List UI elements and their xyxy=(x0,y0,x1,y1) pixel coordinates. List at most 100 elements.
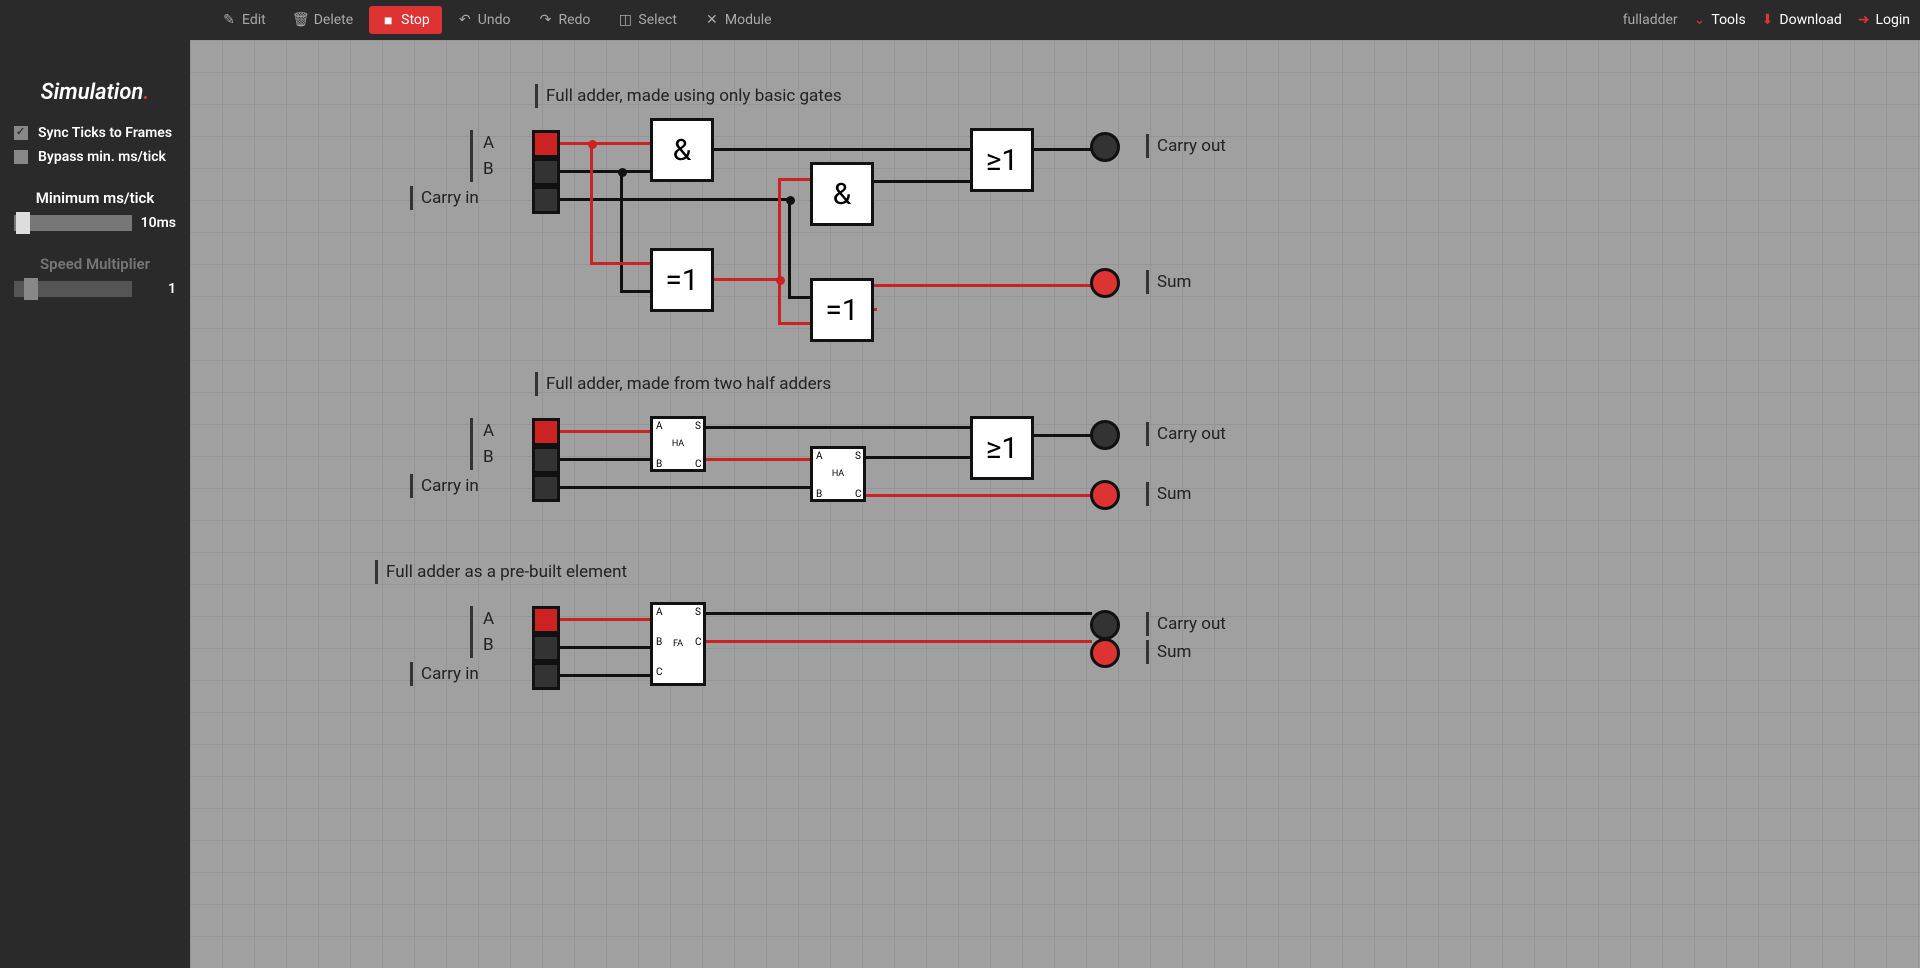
section-title: Full adder, made from two half adders xyxy=(535,372,831,396)
sync-checkbox[interactable] xyxy=(14,126,28,140)
output-lamp xyxy=(1090,480,1120,510)
input-switch[interactable] xyxy=(532,158,560,186)
wire-node xyxy=(618,168,627,177)
output-lamp xyxy=(1090,610,1120,640)
wire xyxy=(560,674,650,677)
redo-icon: ↷ xyxy=(538,13,552,27)
project-name: fulladder xyxy=(1623,12,1678,28)
module-block[interactable]: FAABCSC xyxy=(650,602,706,686)
wire xyxy=(778,178,781,324)
wire xyxy=(560,646,650,649)
wire-node xyxy=(588,140,597,149)
wire xyxy=(560,170,650,173)
input-switch[interactable] xyxy=(532,186,560,214)
wire xyxy=(874,284,1092,287)
output-label: Sum xyxy=(1146,482,1191,506)
wire xyxy=(714,148,970,151)
wire xyxy=(560,618,650,621)
wire xyxy=(560,486,810,489)
tools-menu[interactable]: ⌄Tools xyxy=(1694,12,1746,28)
wire xyxy=(706,612,1092,615)
output-label: Sum xyxy=(1146,270,1191,294)
wire xyxy=(706,640,1092,643)
input-switch[interactable] xyxy=(532,474,560,502)
bypass-label: Bypass min. ms/tick xyxy=(38,149,166,165)
login-button[interactable]: ➜Login xyxy=(1858,12,1910,28)
slider-thumb[interactable] xyxy=(24,278,38,300)
circuit-canvas[interactable]: Full adder, made using only basic gates A… xyxy=(190,40,1920,968)
wire xyxy=(866,494,1092,497)
carry-in-label: Carry in xyxy=(410,474,479,498)
min-tick-label: Minimum ms/tick xyxy=(14,189,176,207)
wire xyxy=(714,278,780,281)
wire xyxy=(874,180,970,183)
redo-button[interactable]: ↷Redo xyxy=(526,6,602,34)
output-lamp xyxy=(1090,268,1120,298)
input-switch[interactable] xyxy=(532,634,560,662)
wire xyxy=(874,308,877,311)
input-switch[interactable] xyxy=(532,446,560,474)
output-lamp xyxy=(1090,132,1120,162)
input-switch[interactable] xyxy=(532,130,560,158)
logic-gate[interactable]: =1 xyxy=(650,248,714,312)
wire xyxy=(620,290,650,293)
logic-gate[interactable]: ≥1 xyxy=(970,416,1034,480)
select-icon: ◫ xyxy=(618,13,632,27)
edit-button[interactable]: ✎Edit xyxy=(210,6,278,34)
wire xyxy=(788,198,791,298)
sync-checkbox-row[interactable]: Sync Ticks to Frames xyxy=(14,125,176,141)
speed-slider[interactable] xyxy=(14,281,132,297)
slider-thumb[interactable] xyxy=(16,212,30,234)
wire xyxy=(706,458,810,461)
output-label: Carry out xyxy=(1146,134,1226,158)
wire xyxy=(778,322,810,325)
output-lamp xyxy=(1090,638,1120,668)
input-switch[interactable] xyxy=(532,662,560,690)
logic-gate[interactable]: ≥1 xyxy=(970,128,1034,192)
logic-gate[interactable]: & xyxy=(810,162,874,226)
module-button[interactable]: ✕Module xyxy=(693,6,784,34)
download-icon: ⬇ xyxy=(1762,12,1774,28)
download-button[interactable]: ⬇Download xyxy=(1762,12,1842,28)
wire xyxy=(1034,434,1092,437)
sidebar: Simulation. Sync Ticks to Frames Bypass … xyxy=(0,0,190,968)
sync-label: Sync Ticks to Frames xyxy=(38,125,172,141)
section-title: Full adder, made using only basic gates xyxy=(535,84,842,108)
output-label: Carry out xyxy=(1146,422,1226,446)
wire xyxy=(560,430,650,433)
wire xyxy=(560,458,650,461)
topbar: ✎Edit 🗑Delete ■Stop ↶Undo ↷Redo ◫Select … xyxy=(0,0,1920,40)
wire-node xyxy=(776,276,785,285)
stop-button[interactable]: ■Stop xyxy=(369,6,442,34)
select-button[interactable]: ◫Select xyxy=(606,6,688,34)
logic-gate[interactable]: =1 xyxy=(810,278,874,342)
canvas-grid xyxy=(190,40,1920,968)
input-switch[interactable] xyxy=(532,418,560,446)
wire xyxy=(778,178,810,181)
input-labels: AB xyxy=(470,418,494,470)
wire xyxy=(590,262,650,265)
input-labels: AB xyxy=(470,606,494,658)
input-switch[interactable] xyxy=(532,606,560,634)
module-block[interactable]: HAABSC xyxy=(810,446,866,502)
delete-button[interactable]: 🗑Delete xyxy=(282,6,365,34)
wire xyxy=(866,456,970,459)
chevron-down-icon: ⌄ xyxy=(1694,12,1706,28)
carry-in-label: Carry in xyxy=(410,186,479,210)
wire xyxy=(560,142,650,145)
min-tick-slider[interactable] xyxy=(14,215,132,231)
bypass-checkbox-row[interactable]: Bypass min. ms/tick xyxy=(14,149,176,165)
speed-value: 1 xyxy=(140,281,176,297)
sidebar-title: Simulation. xyxy=(14,80,176,105)
wire xyxy=(560,198,788,201)
login-icon: ➜ xyxy=(1858,12,1870,28)
module-block[interactable]: HAABSC xyxy=(650,416,706,472)
output-lamp xyxy=(1090,420,1120,450)
wire-node xyxy=(786,196,795,205)
bypass-checkbox[interactable] xyxy=(14,150,28,164)
undo-button[interactable]: ↶Undo xyxy=(446,6,523,34)
wire xyxy=(620,170,623,292)
carry-in-label: Carry in xyxy=(410,662,479,686)
logic-gate[interactable]: & xyxy=(650,118,714,182)
output-label: Sum xyxy=(1146,640,1191,664)
